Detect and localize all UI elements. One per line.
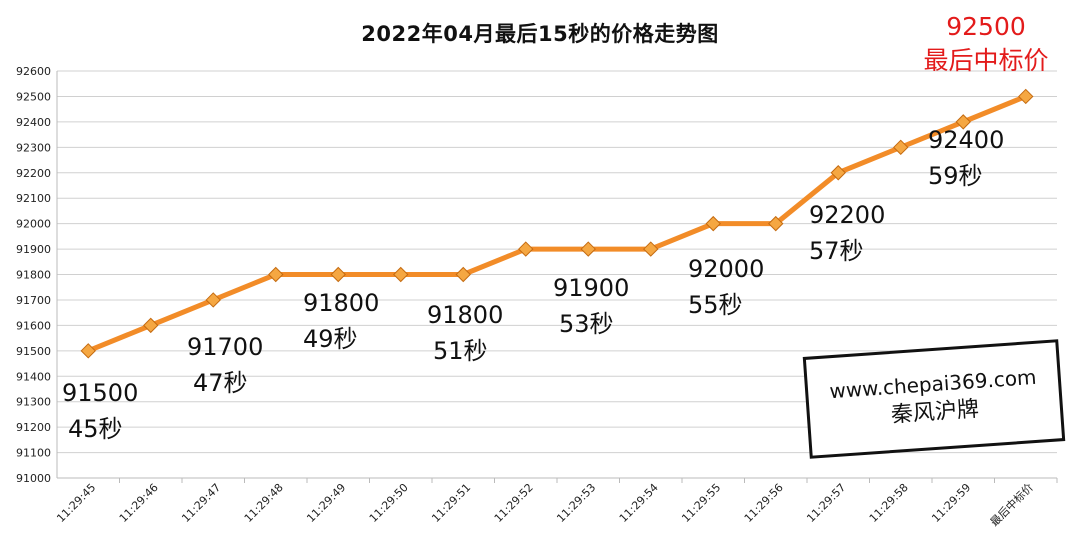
x-tick-label: 11:29:51 [429,481,473,525]
annotation-value: 92000 [688,255,765,283]
x-tick-label: 11:29:48 [242,481,286,525]
data-point-marker [518,241,534,257]
y-tick-label: 92100 [16,192,51,205]
y-tick-label: 91700 [16,294,51,307]
x-tick-label: 11:29:56 [742,481,786,525]
y-tick-label: 91000 [16,472,51,485]
final-price-value: 92500 [946,12,1026,41]
annotation-59: 92400 59秒 [928,122,1004,194]
annotation-49: 91800 49秒 [303,285,379,357]
y-tick-label: 91800 [16,269,51,282]
y-tick-label: 91500 [16,345,51,358]
annotation-value: 91500 [62,379,139,407]
y-tick-label: 92300 [16,141,51,154]
annotation-value: 91700 [187,333,264,361]
data-point-marker [955,114,971,130]
data-point-marker [893,139,909,156]
x-tick-label: 11:29:55 [679,481,723,525]
gridlines [57,70,1057,479]
annotation-time: 49秒 [303,325,358,353]
series-line [80,88,1034,359]
y-tick-label: 92000 [16,218,51,231]
y-tick-label: 91100 [16,447,51,460]
data-point-marker [205,292,221,308]
data-point-marker [393,266,409,283]
data-point-marker [268,266,284,283]
annotation-time: 57秒 [809,237,864,265]
chart-title: 2022年04月最后15秒的价格走势图 [361,22,719,46]
data-point-marker [580,241,596,257]
annotation-45: 91500 45秒 [62,375,138,447]
x-tick-label: 11:29:49 [304,481,348,525]
data-point-marker [705,215,721,232]
y-tick-label: 92200 [16,167,51,180]
annotation-time: 45秒 [68,415,123,443]
x-tick-label: 11:29:53 [554,481,598,525]
y-tick-label: 91600 [16,319,51,332]
x-tick-label: 11:29:52 [492,481,536,525]
y-tick-label: 91300 [16,396,51,409]
data-point-marker [143,317,159,334]
data-point-marker [768,215,784,232]
x-tick-label: 11:29:47 [179,481,223,525]
data-point-marker [1018,88,1034,105]
y-axis: 91000 91100 91200 91300 91400 91500 91600 91700… [16,65,58,485]
x-tick-label: 11:29:57 [804,481,848,525]
y-tick-label: 92500 [16,90,51,103]
y-tick-label: 91200 [16,421,51,434]
x-tick-label: 最后中标价 [987,480,1036,529]
annotation-value: 91900 [553,274,630,302]
x-tick-label: 11:29:45 [54,481,98,525]
price-line [85,93,1029,354]
x-tick-label: 11:29:46 [117,481,161,525]
x-axis: 11:29:45 11:29:46 11:29:47 11:29:48 11:29:49… [54,477,1058,529]
watermark-name: 秦风沪牌 [890,396,980,429]
annotation-time: 59秒 [928,162,983,190]
data-point-marker [830,165,846,181]
watermark-stamp: www.chepai369.com 秦风沪牌 [802,339,1066,459]
data-point-marker [455,266,471,283]
annotation-time: 51秒 [433,337,488,365]
annotation-value: 91800 [303,289,380,317]
x-tick-label: 11:29:58 [867,481,911,525]
y-tick-label: 91900 [16,243,51,256]
data-point-marker [643,241,659,257]
annotation-value: 92400 [928,126,1005,154]
annotation-value: 91800 [427,301,504,329]
annotation-time: 55秒 [688,291,743,319]
y-tick-label: 92400 [16,116,51,129]
annotation-53: 91900 53秒 [553,270,629,342]
annotation-time: 53秒 [559,310,614,338]
annotation-55: 92000 55秒 [688,251,764,323]
annotation-time: 47秒 [193,369,248,397]
x-tick-label: 11:29:54 [617,481,661,525]
annotation-47: 91700 47秒 [187,329,263,401]
y-tick-label: 91400 [16,370,51,383]
x-tick-label: 11:29:59 [929,481,973,525]
final-price-label: 最后中标价 [923,46,1049,75]
data-point-marker [80,343,96,359]
x-tick-label: 11:29:50 [367,481,411,525]
annotation-57: 92200 57秒 [809,197,885,269]
y-tick-label: 92600 [16,65,51,78]
annotation-value: 92200 [809,201,886,229]
annotation-51: 91800 51秒 [427,297,503,369]
final-price-annotation: 92500 最后中标价 [900,10,1072,78]
data-point-marker [330,266,346,283]
